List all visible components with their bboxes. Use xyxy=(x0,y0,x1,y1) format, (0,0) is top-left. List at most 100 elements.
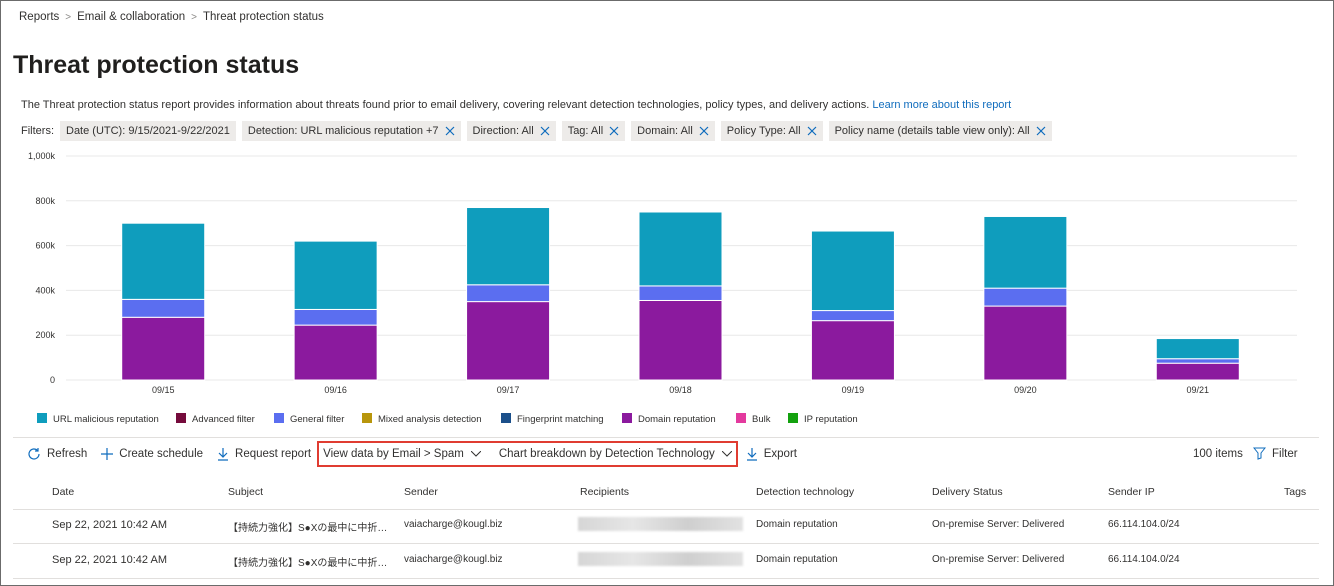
filter-chip-label: Direction: All xyxy=(472,125,534,137)
legend-swatch xyxy=(362,413,372,423)
filter-chip-label: Tag: All xyxy=(567,125,604,137)
filter-chips: Date (UTC): 9/15/2021-9/22/2021 Detection… xyxy=(60,121,1058,141)
breadcrumb-item[interactable]: Email & collaboration xyxy=(77,11,186,23)
remove-icon[interactable] xyxy=(445,126,455,136)
bar-segment xyxy=(1155,358,1240,364)
bar-segment xyxy=(983,215,1068,289)
view-options-box: View data by Email > Spam Chart breakdow… xyxy=(317,441,738,467)
bar-segment xyxy=(1155,362,1240,381)
filters-label: Filters: xyxy=(21,125,54,137)
column-header: Detection technology xyxy=(756,486,855,498)
toolbar: Refresh Create schedule Request report V… xyxy=(27,441,797,467)
column-header: Delivery Status xyxy=(932,486,1003,498)
legend-label: URL malicious reputation xyxy=(53,414,159,425)
table-cell: Sep 22, 2021 10:42 AM xyxy=(52,519,167,531)
row-divider xyxy=(13,543,1319,544)
bar-segment xyxy=(983,287,1068,307)
legend-label: Mixed analysis detection xyxy=(378,414,482,425)
export-label: Export xyxy=(763,448,797,460)
request-report-label: Request report xyxy=(235,448,312,460)
chart-breakdown-dropdown[interactable]: Chart breakdown by Detection Technology xyxy=(499,448,732,460)
legend-label: Domain reputation xyxy=(638,414,716,425)
remove-icon[interactable] xyxy=(609,126,619,136)
y-tick-label: 600k xyxy=(35,241,55,251)
filter-label: Filter xyxy=(1272,447,1298,460)
legend-swatch xyxy=(501,413,511,423)
bar-segment xyxy=(293,308,378,326)
legend-label: Fingerprint matching xyxy=(517,414,604,425)
x-tick-label: 09/21 xyxy=(1187,385,1210,395)
table-cell: vaiacharge@kougl.biz xyxy=(404,554,503,565)
view-data-dropdown[interactable]: View data by Email > Spam xyxy=(323,448,481,460)
redacted-recipient xyxy=(578,517,743,531)
bar-segment xyxy=(293,324,378,381)
legend-swatch xyxy=(37,413,47,423)
table-cell: Domain reputation xyxy=(756,519,838,530)
bar-segment xyxy=(810,230,895,312)
remove-icon[interactable] xyxy=(1036,126,1046,136)
column-header: Subject xyxy=(228,486,264,498)
table-cell: 66.114.104.0/24 xyxy=(1108,519,1180,530)
bar-segment xyxy=(121,298,206,318)
filter-chip[interactable]: Policy name (details table view only): A… xyxy=(828,121,1052,141)
bar-segment xyxy=(466,284,551,303)
divider xyxy=(13,437,1319,438)
filter-chip[interactable]: Domain: All xyxy=(631,121,715,141)
bar-segment xyxy=(121,222,206,300)
legend-swatch xyxy=(176,413,186,423)
filter-chip-label: Detection: URL malicious reputation +7 xyxy=(247,125,439,137)
description-text: The Threat protection status report prov… xyxy=(21,99,870,111)
legend-label: IP reputation xyxy=(804,414,858,425)
table-cell: 【持続力強化】S●Xの最中に中折れし… xyxy=(228,558,396,569)
remove-icon[interactable] xyxy=(807,126,817,136)
bar-segment xyxy=(638,299,723,381)
row-divider xyxy=(13,509,1319,510)
filter-button[interactable]: Filter xyxy=(1253,447,1298,460)
filter-chip-label: Date (UTC): 9/15/2021-9/22/2021 xyxy=(66,125,230,137)
breadcrumb-item: Threat protection status xyxy=(203,11,324,23)
legend-label: General filter xyxy=(290,414,344,425)
x-tick-label: 09/15 xyxy=(152,385,175,395)
remove-icon[interactable] xyxy=(540,126,550,136)
bar-segment xyxy=(466,301,551,381)
page-title: Threat protection status xyxy=(13,51,300,79)
redacted-recipient xyxy=(578,552,743,566)
breadcrumb: Reports > Email & collaboration > Threat pro… xyxy=(19,11,324,23)
filters: Filters: Date (UTC): 9/15/2021-9/22/2021… xyxy=(21,121,1058,141)
learn-more-link[interactable]: Learn more about this report xyxy=(872,99,1012,111)
description: The Threat protection status report prov… xyxy=(21,99,1011,111)
bar-segment xyxy=(638,285,723,301)
y-tick-label: 800k xyxy=(35,196,55,206)
bar-segment xyxy=(983,305,1068,381)
column-header: Tags xyxy=(1284,486,1307,498)
refresh-button[interactable]: Refresh xyxy=(27,447,87,461)
filter-chip[interactable]: Direction: All xyxy=(466,121,556,141)
y-tick-label: 400k xyxy=(35,285,55,295)
create-schedule-button[interactable]: Create schedule xyxy=(101,448,203,460)
filter-chip[interactable]: Detection: URL malicious reputation +7 xyxy=(241,121,461,141)
filter-chip[interactable]: Tag: All xyxy=(561,121,626,141)
row-divider xyxy=(13,578,1319,579)
legend-swatch xyxy=(274,413,284,423)
request-report-button[interactable]: Request report xyxy=(217,447,311,461)
column-header: Date xyxy=(52,486,75,498)
x-tick-label: 09/17 xyxy=(497,385,520,395)
filter-chip[interactable]: Date (UTC): 9/15/2021-9/22/2021 xyxy=(60,121,236,141)
column-header: Recipients xyxy=(580,486,630,498)
table-cell: 66.114.104.0/24 xyxy=(1108,554,1180,565)
chart-breakdown-label: Chart breakdown by Detection Technology xyxy=(498,448,715,460)
filter-chip-label: Domain: All xyxy=(637,125,693,137)
column-header: Sender IP xyxy=(1108,486,1155,498)
chart: 0 200k 400k 600k 800k 1,000k 09/15 09/16 09/17 09… xyxy=(28,151,1297,425)
bar-segment xyxy=(810,320,895,381)
export-button[interactable]: Export xyxy=(746,447,797,461)
view-data-label: View data by Email > Spam xyxy=(323,448,464,460)
breadcrumb-item[interactable]: Reports xyxy=(19,11,60,23)
legend-label: Bulk xyxy=(752,414,771,425)
y-tick-label: 200k xyxy=(35,330,55,340)
x-tick-label: 09/20 xyxy=(1014,385,1037,395)
bar-segment xyxy=(466,207,551,286)
bar-segment xyxy=(638,211,723,287)
filter-chip[interactable]: Policy Type: All xyxy=(720,121,823,141)
remove-icon[interactable] xyxy=(699,126,709,136)
